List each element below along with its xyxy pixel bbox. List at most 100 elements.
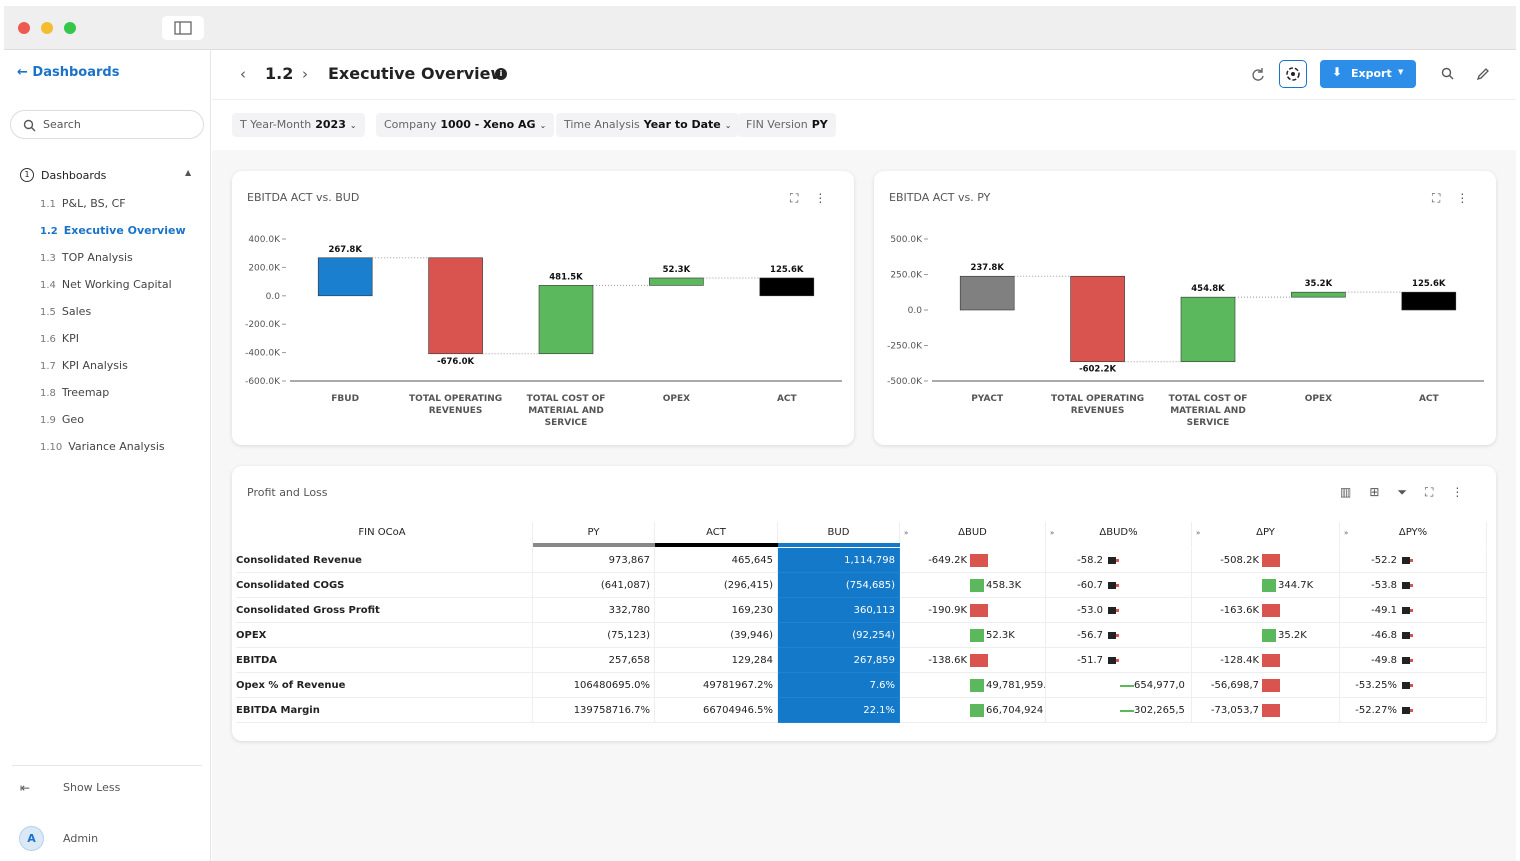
chart-plot: 400.0K 200.0K 0.0 -200.0K -400.0K -600.0K 267.… [245, 235, 842, 387]
delta-bar [1402, 682, 1410, 689]
sort-caret[interactable]: » [1344, 529, 1349, 537]
info-icon[interactable]: i [495, 68, 507, 80]
delta-text: -53.0 [1077, 605, 1103, 616]
y-tick-label: 400.0K [248, 235, 281, 245]
bar [759, 277, 815, 297]
filter-chip[interactable]: T Year-Month 2023 ⌄ [232, 113, 365, 137]
minimize-dot[interactable] [41, 22, 53, 34]
delta-cell: -190.9K [900, 598, 1046, 623]
delta-cell: -56,698,7 [1192, 673, 1340, 698]
nav-item[interactable]: 1.9 Geo [40, 413, 84, 426]
filter-value: 1000 - Xeno AG [440, 118, 536, 131]
y-tick-label: 250.0K [890, 271, 923, 281]
delta-cell: -53.0 [1046, 598, 1192, 623]
delta-cell: -46.8 [1340, 623, 1487, 648]
avatar[interactable]: A [19, 826, 44, 851]
filter-label: T Year-Month [240, 118, 312, 131]
search-button[interactable] [1441, 67, 1455, 81]
export-label: Export [1351, 67, 1392, 80]
delta-cell: -53.25% [1340, 673, 1487, 698]
filter-label: FIN Version [746, 118, 808, 131]
cell: 332,780 [533, 598, 655, 623]
nav-item[interactable]: 1.4 Net Working Capital [40, 278, 172, 291]
edit-button[interactable] [1476, 67, 1490, 81]
delta-bar [1402, 632, 1410, 639]
value-label: -676.0K [437, 357, 474, 367]
row-label: Consolidated Gross Profit [236, 598, 533, 623]
value-label: 267.8K [328, 245, 362, 255]
nav-label: TOP Analysis [61, 251, 133, 264]
sort-caret[interactable]: » [904, 529, 909, 537]
search-placeholder: Search [43, 118, 81, 131]
filter-caret: ⌄ [539, 121, 547, 130]
delta-text: -51.7 [1077, 655, 1103, 666]
filter-chip[interactable]: FIN Version PY [738, 113, 836, 137]
delta-cell: -53.8 [1340, 573, 1487, 598]
delta-cell: -56.7 [1046, 623, 1192, 648]
header-underline [778, 543, 900, 547]
delta-bar [970, 704, 984, 717]
cell: (75,123) [533, 623, 655, 648]
nav-item[interactable]: 1.7 KPI Analysis [40, 359, 128, 372]
prev-arrow[interactable]: ‹ [240, 65, 246, 83]
page-title: Executive Overview [328, 64, 506, 83]
chart-tools[interactable]: ⛶⋮ [1432, 191, 1485, 205]
delta-tip [1116, 609, 1119, 612]
section-label[interactable]: Dashboards [41, 169, 107, 182]
delta-cell: 49,781,959.5 [900, 673, 1046, 698]
delta-bar [1120, 685, 1134, 687]
nav-label: Variance Analysis [68, 440, 165, 453]
delta-bar [970, 654, 988, 667]
next-arrow[interactable]: › [302, 65, 308, 83]
nav-item[interactable]: 1.3 TOP Analysis [40, 251, 133, 264]
nav-item[interactable]: 1.5 Sales [40, 305, 91, 318]
delta-bar [1108, 607, 1116, 614]
delta-cell: 52.3K [900, 623, 1046, 648]
filter-label: Company [384, 118, 437, 131]
search-box[interactable]: Search [10, 110, 204, 139]
collapse-caret[interactable]: ▲ [185, 168, 192, 177]
delta-bar [970, 579, 984, 592]
row-label: Consolidated Revenue [236, 548, 533, 573]
cell: 267,859 [778, 648, 900, 673]
ai-button[interactable] [1279, 60, 1307, 88]
category-label: TOTAL COST OF MATERIAL AND SERVICE [526, 394, 606, 428]
delta-tip [1116, 634, 1119, 637]
sidebar: ← Dashboards Search 1 Dashboards ▲ ⇤ Sho… [4, 50, 211, 861]
export-button[interactable]: ⬇ Export ▼ [1320, 60, 1416, 88]
maximize-dot[interactable] [64, 22, 76, 34]
delta-text: -46.8 [1371, 630, 1397, 641]
nav-item[interactable]: 1.1 P&L, BS, CF [40, 197, 126, 210]
sort-caret[interactable]: » [1050, 529, 1055, 537]
nav-number: 1.10 [40, 442, 63, 453]
filter-chip[interactable]: Company 1000 - Xeno AG ⌄ [376, 113, 555, 137]
value-label: 125.6K [1412, 279, 1446, 289]
category-label: TOTAL OPERATING REVENUES [409, 394, 503, 416]
nav-item[interactable]: 1.6 KPI [40, 332, 79, 345]
refresh-icon[interactable] [1250, 66, 1266, 82]
sort-caret[interactable]: » [1196, 529, 1201, 537]
sidebar-toggle[interactable] [162, 16, 204, 40]
delta-text: 66,704,924 [986, 705, 1044, 716]
delta-bar [1262, 629, 1276, 642]
close-dot[interactable] [18, 22, 30, 34]
header-underline [655, 543, 778, 547]
show-less[interactable]: Show Less [63, 781, 121, 794]
chart-tools[interactable]: ⛶⋮ [790, 191, 843, 205]
back-link[interactable]: ← Dashboards [17, 65, 120, 80]
delta-text: -52.27% [1355, 705, 1397, 716]
delta-text: 458.3K [986, 580, 1022, 591]
filter-chip[interactable]: Time Analysis Year to Date ⌄ [556, 113, 740, 137]
cell: 465,645 [655, 548, 778, 573]
delta-cell: -128.4K [1192, 648, 1340, 673]
nav-item[interactable]: 1.8 Treemap [40, 386, 109, 399]
column-header: ΔPY [1192, 522, 1340, 547]
nav-item[interactable]: 1.10 Variance Analysis [40, 440, 165, 453]
table-toolbar[interactable]: ▥⊞⏷⛶⋮ [1340, 485, 1482, 499]
delta-text: -52.2 [1371, 555, 1397, 566]
section-number: 1 [20, 168, 34, 182]
delta-text: -73,053,7 [1210, 705, 1259, 716]
delta-tip [1410, 684, 1413, 687]
category-label: FBUD [331, 394, 360, 404]
nav-item[interactable]: 1.2 Executive Overview [40, 224, 186, 237]
